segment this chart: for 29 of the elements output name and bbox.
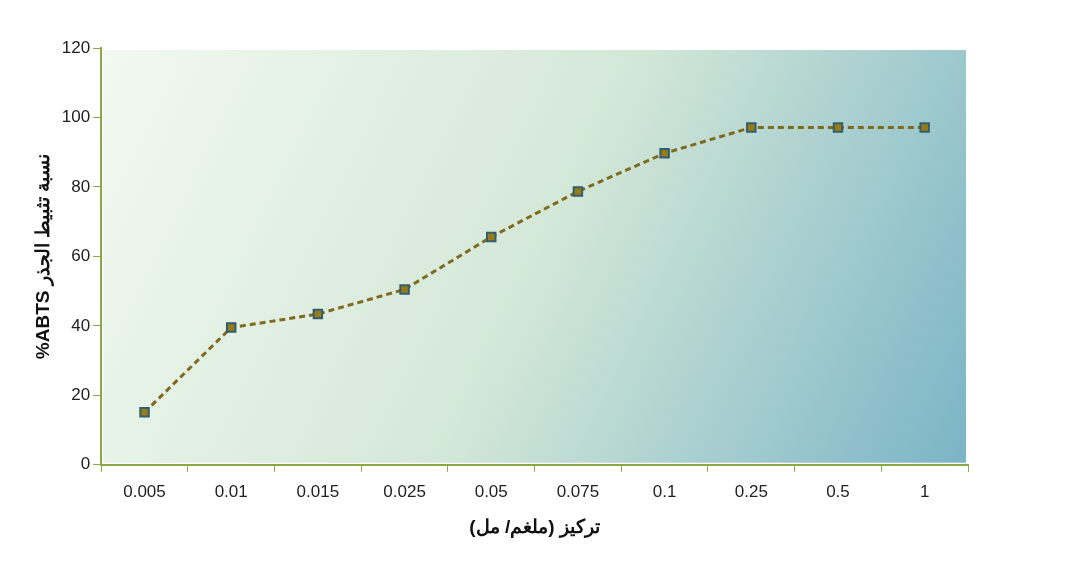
point [225,322,237,333]
y-tick-label: 60 [71,246,91,266]
y-tick-label: 100 [61,107,91,127]
x-tick-label: 0.05 [474,481,508,501]
y-tick-label: 40 [71,315,91,335]
point [486,231,497,243]
x-tick-label: 0.1 [652,481,677,501]
x-tick-label: 0.25 [734,481,768,501]
point [746,122,757,133]
point [312,308,324,320]
y-axis-title: %ABTS نسبة تثبيط الجذر [31,153,54,360]
point [919,122,930,133]
point [139,407,150,418]
y-tick-label: 120 [61,37,91,57]
point [832,122,844,133]
x-axis-title: تركيز (ملغم/ مل) [469,515,600,538]
x-tick-label: 0.075 [556,481,600,501]
y-tick-label: 0 [80,454,91,474]
x-tick-label: 0.005 [123,481,166,501]
x-tick-label: 0.025 [383,481,426,501]
y-tick-label: 80 [71,176,91,196]
x-tick-label: 0.01 [214,481,248,501]
x-tick-label: 0.015 [296,481,340,501]
x-tick-label: 0.5 [826,481,850,501]
point [399,284,410,295]
x-tick-label: 1 [919,481,930,501]
point [572,186,584,197]
y-tick-label: 20 [71,385,91,405]
point [659,148,670,159]
